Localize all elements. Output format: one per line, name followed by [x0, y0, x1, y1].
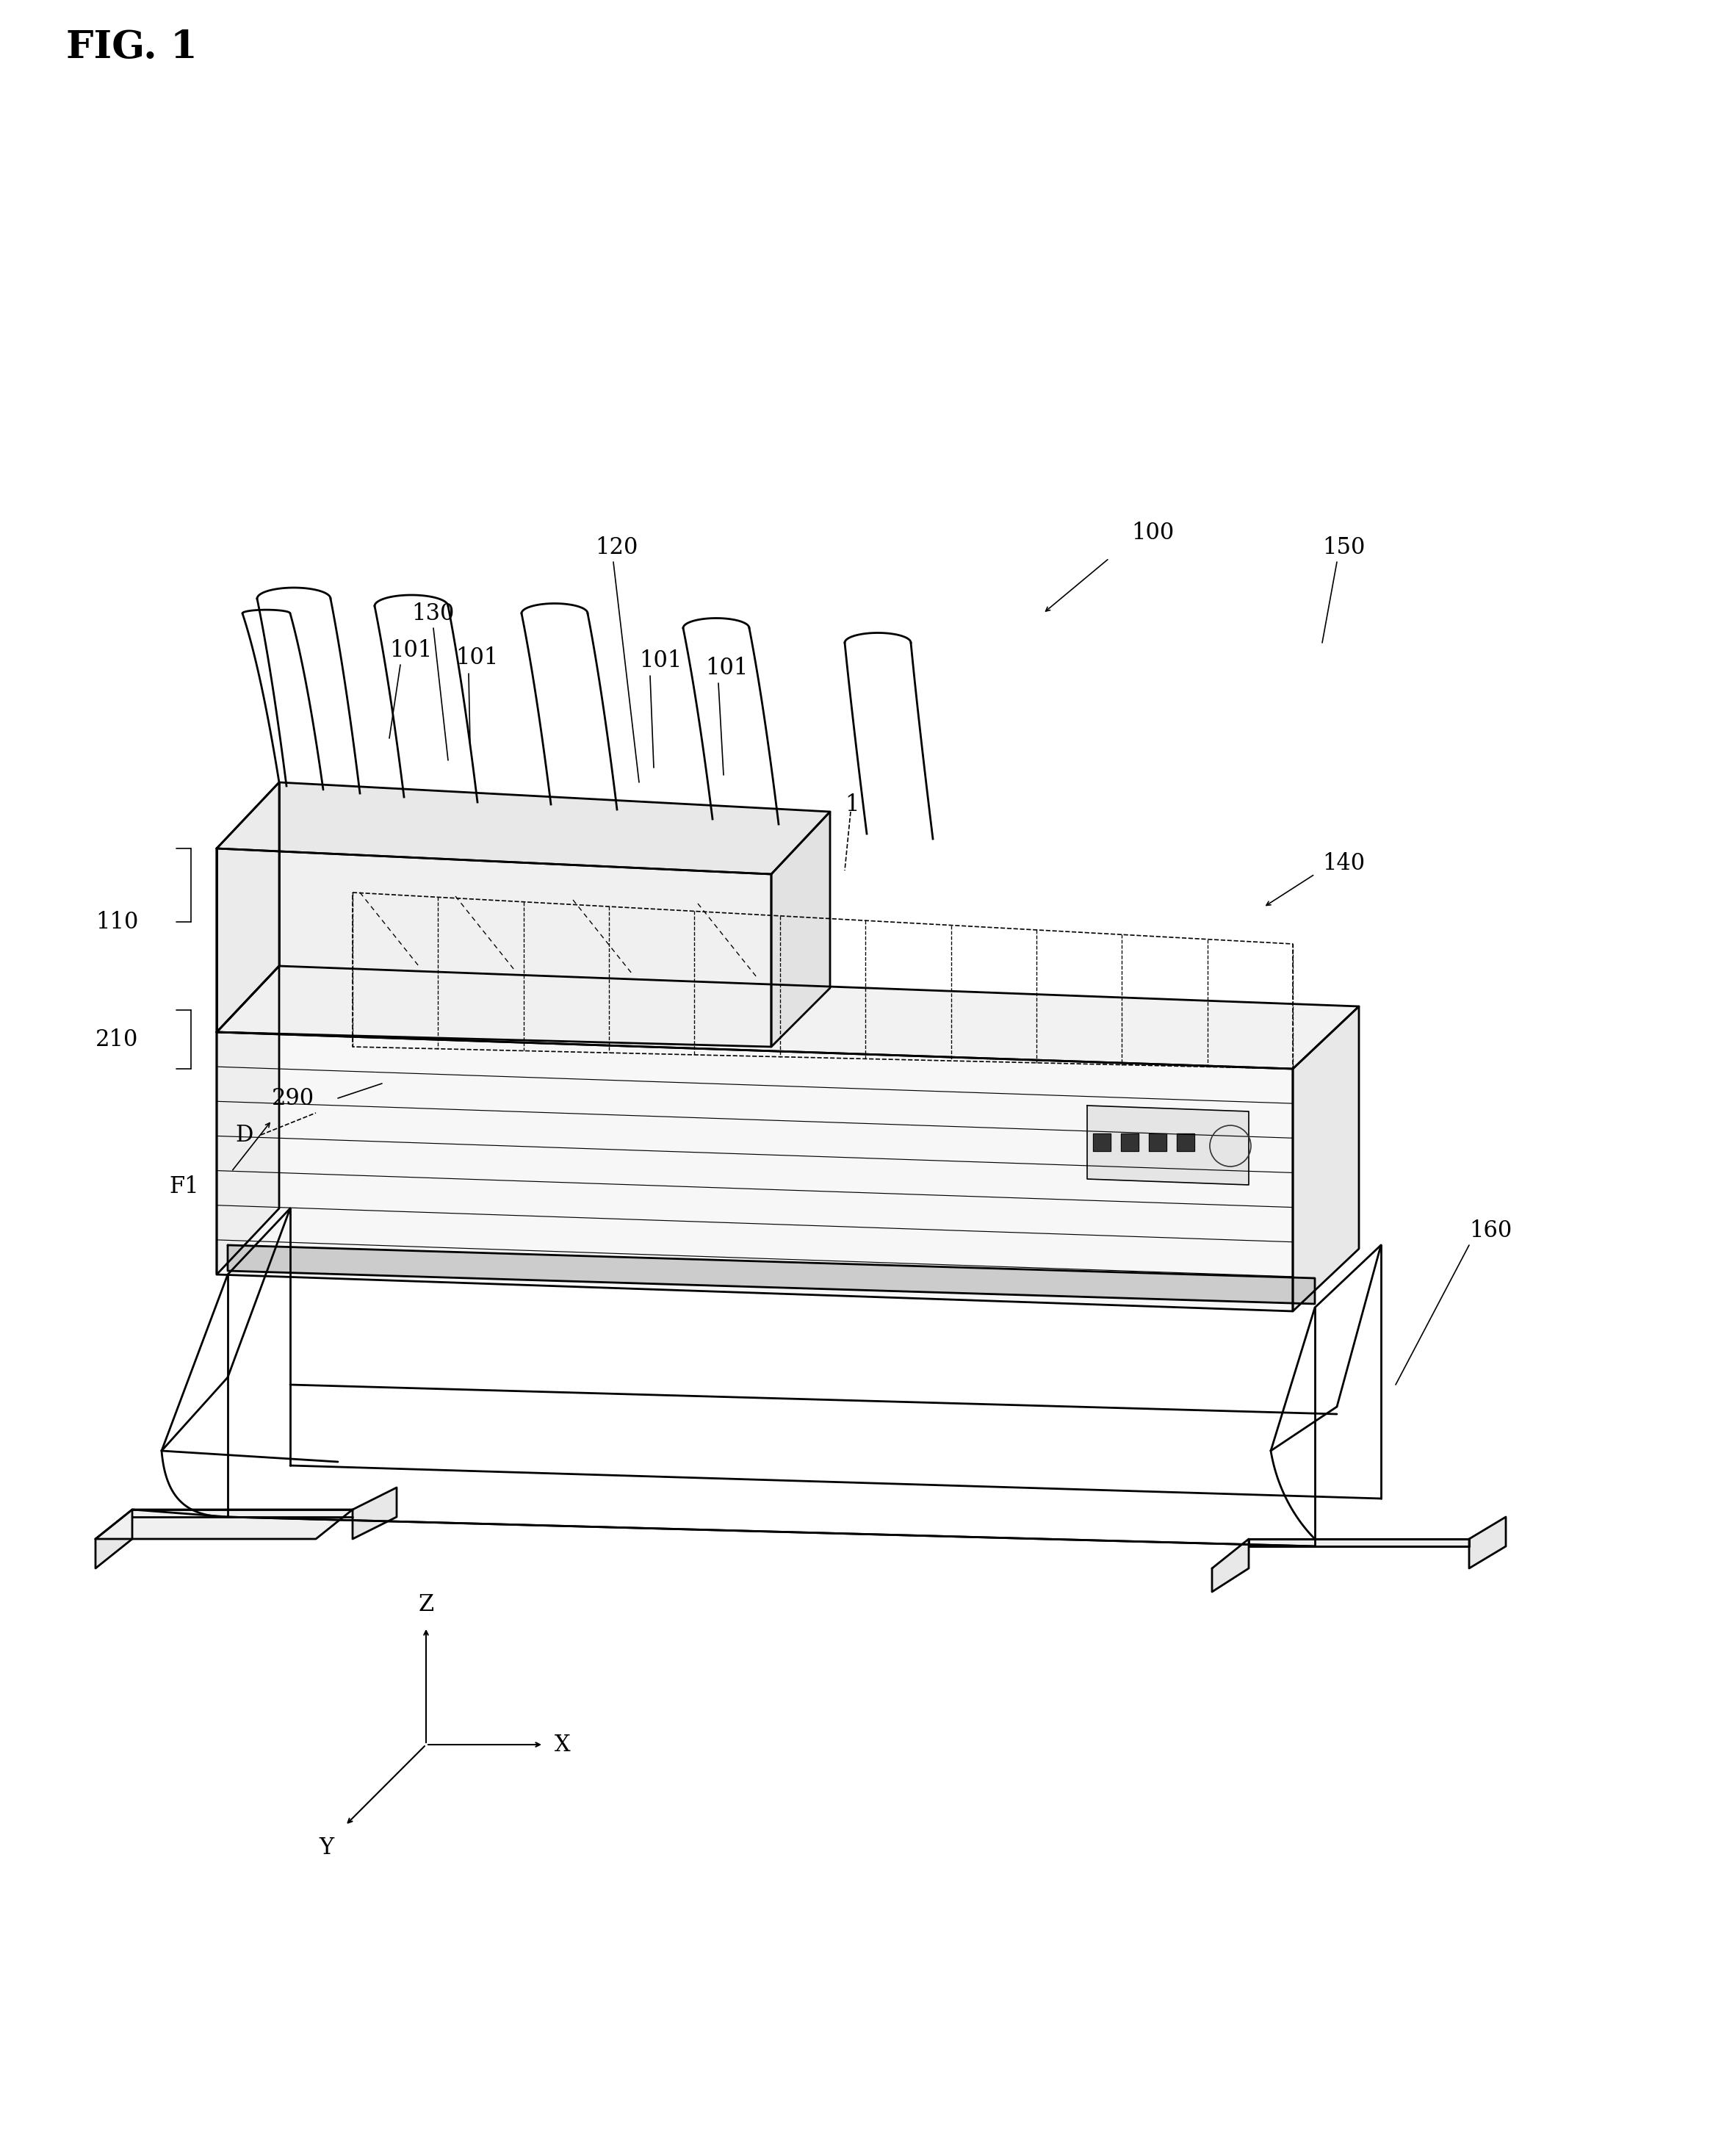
Polygon shape	[217, 783, 279, 1033]
Text: 130: 130	[412, 602, 453, 625]
Polygon shape	[217, 783, 829, 873]
Text: 101: 101	[390, 638, 433, 662]
Polygon shape	[95, 1509, 353, 1539]
Text: 101: 101	[640, 649, 683, 673]
Text: 160: 160	[1469, 1218, 1512, 1242]
Text: Z: Z	[419, 1593, 434, 1617]
Text: 120: 120	[595, 537, 638, 558]
Polygon shape	[217, 1033, 1293, 1311]
Polygon shape	[1093, 1134, 1110, 1151]
Polygon shape	[217, 966, 279, 1274]
Text: 1: 1	[845, 793, 859, 815]
Text: 101: 101	[455, 647, 498, 668]
Text: F1: F1	[169, 1175, 198, 1199]
Polygon shape	[228, 1246, 1315, 1304]
Polygon shape	[1121, 1134, 1138, 1151]
Text: 101: 101	[705, 658, 748, 679]
Polygon shape	[217, 849, 771, 1048]
Text: D: D	[234, 1123, 253, 1147]
Polygon shape	[771, 811, 829, 1048]
Text: X: X	[555, 1733, 571, 1755]
Polygon shape	[1212, 1539, 1248, 1591]
Polygon shape	[1293, 1007, 1359, 1311]
Polygon shape	[1088, 1106, 1248, 1186]
Text: 290: 290	[272, 1087, 314, 1110]
Text: 100: 100	[1131, 522, 1174, 543]
Polygon shape	[1177, 1134, 1195, 1151]
Text: FIG. 1: FIG. 1	[66, 28, 198, 67]
Polygon shape	[95, 1509, 133, 1567]
Polygon shape	[217, 966, 1359, 1069]
Text: Y: Y	[319, 1837, 334, 1858]
Text: 140: 140	[1322, 852, 1365, 875]
Polygon shape	[1148, 1134, 1167, 1151]
Polygon shape	[1469, 1518, 1505, 1567]
Text: 210: 210	[95, 1028, 138, 1050]
Text: 110: 110	[95, 910, 138, 934]
Text: 150: 150	[1322, 537, 1365, 558]
Polygon shape	[353, 1488, 397, 1539]
Polygon shape	[1248, 1539, 1469, 1546]
